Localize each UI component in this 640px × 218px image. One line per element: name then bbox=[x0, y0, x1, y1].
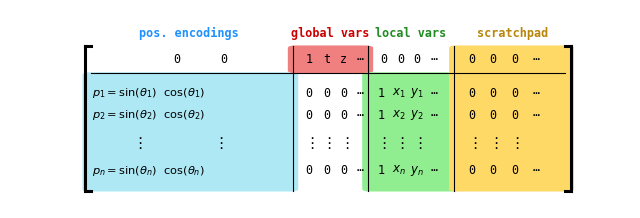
Text: 0: 0 bbox=[323, 164, 330, 177]
Text: 0: 0 bbox=[397, 53, 404, 66]
Text: global vars: global vars bbox=[291, 27, 370, 40]
Text: $\vdots$: $\vdots$ bbox=[212, 135, 223, 151]
Text: 0: 0 bbox=[511, 109, 518, 122]
Text: $\vdots$: $\vdots$ bbox=[509, 135, 520, 151]
FancyBboxPatch shape bbox=[288, 46, 373, 73]
Text: 0: 0 bbox=[305, 164, 313, 177]
Text: ⋯: ⋯ bbox=[356, 164, 364, 177]
Text: 0: 0 bbox=[511, 164, 518, 177]
Text: $\vdots$: $\vdots$ bbox=[321, 135, 332, 151]
Text: ⋯: ⋯ bbox=[356, 53, 364, 66]
Text: 1: 1 bbox=[305, 53, 313, 66]
Text: 0: 0 bbox=[490, 53, 497, 66]
Text: ⋯: ⋯ bbox=[431, 109, 438, 122]
Text: 0: 0 bbox=[340, 87, 348, 100]
Text: $\vdots$: $\vdots$ bbox=[488, 135, 499, 151]
Text: $\vdots$: $\vdots$ bbox=[339, 135, 349, 151]
Text: 0: 0 bbox=[220, 53, 227, 66]
Text: 0: 0 bbox=[323, 87, 330, 100]
Text: 0: 0 bbox=[511, 53, 518, 66]
FancyBboxPatch shape bbox=[83, 72, 298, 191]
Text: $x_n$: $x_n$ bbox=[392, 164, 406, 177]
FancyBboxPatch shape bbox=[449, 46, 574, 191]
Text: 0: 0 bbox=[305, 109, 313, 122]
Text: 0: 0 bbox=[323, 109, 330, 122]
Text: $\vdots$: $\vdots$ bbox=[412, 135, 422, 151]
Text: ⋯: ⋯ bbox=[431, 87, 438, 100]
Text: 0: 0 bbox=[468, 53, 476, 66]
FancyBboxPatch shape bbox=[362, 72, 460, 191]
Text: $y_n$: $y_n$ bbox=[410, 164, 424, 177]
Text: 0: 0 bbox=[381, 53, 388, 66]
Text: $x_2$: $x_2$ bbox=[392, 109, 406, 122]
Text: 0: 0 bbox=[468, 109, 476, 122]
Text: 0: 0 bbox=[490, 87, 497, 100]
Text: $\vdots$: $\vdots$ bbox=[394, 135, 404, 151]
Text: $y_1$: $y_1$ bbox=[410, 86, 424, 100]
Text: ⋯: ⋯ bbox=[356, 87, 364, 100]
Text: 0: 0 bbox=[305, 87, 313, 100]
Text: $\vdots$: $\vdots$ bbox=[132, 135, 142, 151]
Text: $p_{1} = \sin(\theta_{1})\ \ \cos(\theta_{1})$: $p_{1} = \sin(\theta_{1})\ \ \cos(\theta… bbox=[92, 86, 205, 100]
Text: 0: 0 bbox=[511, 87, 518, 100]
Text: $\vdots$: $\vdots$ bbox=[467, 135, 477, 151]
Text: $\vdots$: $\vdots$ bbox=[376, 135, 387, 151]
Text: scratchpad: scratchpad bbox=[477, 27, 548, 40]
Text: 0: 0 bbox=[340, 109, 348, 122]
Text: $x_1$: $x_1$ bbox=[392, 87, 406, 100]
Text: $y_2$: $y_2$ bbox=[410, 108, 424, 122]
Text: ⋯: ⋯ bbox=[532, 53, 540, 66]
Text: ⋯: ⋯ bbox=[532, 109, 540, 122]
Text: 1: 1 bbox=[378, 87, 385, 100]
Text: 0: 0 bbox=[490, 164, 497, 177]
Text: 1: 1 bbox=[378, 109, 385, 122]
Text: ⋯: ⋯ bbox=[532, 164, 540, 177]
Text: 0: 0 bbox=[413, 53, 420, 66]
Text: z: z bbox=[340, 53, 348, 66]
Text: $\vdots$: $\vdots$ bbox=[304, 135, 314, 151]
Text: local vars: local vars bbox=[376, 27, 447, 40]
Text: ⋯: ⋯ bbox=[532, 87, 540, 100]
Text: t: t bbox=[323, 53, 330, 66]
Text: 0: 0 bbox=[340, 164, 348, 177]
Text: ⋯: ⋯ bbox=[431, 164, 438, 177]
Text: 1: 1 bbox=[378, 164, 385, 177]
Text: 0: 0 bbox=[490, 109, 497, 122]
Text: ⋯: ⋯ bbox=[431, 53, 438, 66]
Text: pos. encodings: pos. encodings bbox=[140, 27, 239, 40]
Text: $p_{n} = \sin(\theta_{n})\ \ \cos(\theta_{n})$: $p_{n} = \sin(\theta_{n})\ \ \cos(\theta… bbox=[92, 164, 205, 177]
Text: 0: 0 bbox=[468, 164, 476, 177]
Text: ⋯: ⋯ bbox=[356, 109, 364, 122]
Text: 0: 0 bbox=[468, 87, 476, 100]
Text: $p_{2} = \sin(\theta_{2})\ \ \cos(\theta_{2})$: $p_{2} = \sin(\theta_{2})\ \ \cos(\theta… bbox=[92, 108, 205, 122]
Text: 0: 0 bbox=[173, 53, 180, 66]
